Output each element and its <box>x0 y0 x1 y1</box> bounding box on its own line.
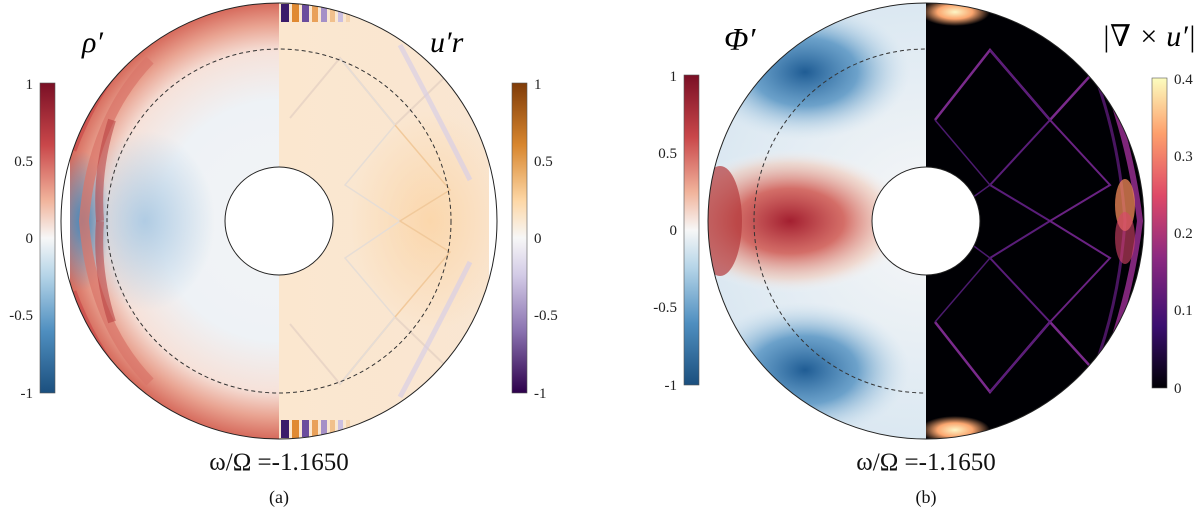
colorbar-tick-label: -0.5 <box>653 300 677 316</box>
colorbar-tick-label: -0.5 <box>9 308 33 324</box>
colorbar-tick-label: 0 <box>670 223 678 239</box>
panel-a-ur-field <box>279 3 489 439</box>
panel-a-rho-field <box>70 3 489 439</box>
colorbar-tick-label: 1 <box>26 77 34 93</box>
colorbar-tick-label: -0.5 <box>534 308 558 324</box>
colorbar-tick-label: -1 <box>534 386 547 402</box>
panel-b-left-colorbar: 1 0.5 0 -0.5 -1 <box>653 69 700 394</box>
panel-b: 1 0.5 0 -0.5 -1 0.4 0.3 0.2 0.1 0 Φ′ |∇ … <box>653 2 1196 508</box>
colorbar-tick-label: 1 <box>534 77 542 93</box>
panel-b-right-title: |∇ × u′| <box>1102 20 1196 53</box>
panel-a-right-title: u′r <box>430 26 464 59</box>
panel-b-caption: (b) <box>916 487 937 508</box>
colorbar-tick-label: 0 <box>26 231 34 247</box>
panel-a-inner-core <box>224 166 334 276</box>
panel-b-outer-boundary <box>707 2 1145 440</box>
panel-a: 1 0.5 0 -0.5 -1 1 0.5 0 -0.5 -1 ρ′ u′r ω… <box>9 2 558 508</box>
panel-a-right-colorbar: 1 0.5 0 -0.5 -1 <box>511 77 558 402</box>
panel-a-bottom-oscillation <box>281 420 350 438</box>
panel-a-caption: (a) <box>269 487 289 508</box>
colorbar-tick-label: -1 <box>665 378 678 394</box>
colorbar-tick-label: 0 <box>1174 381 1182 397</box>
colorbar-tick-label: 0.2 <box>1174 226 1193 242</box>
colorbar-tick-label: 0.5 <box>14 154 33 170</box>
panel-b-right-colorbar: 0.4 0.3 0.2 0.1 0 <box>1151 72 1193 397</box>
colorbar-tick-label: 0.1 <box>1174 303 1193 319</box>
colorbar-tick-label: 0.5 <box>534 154 553 170</box>
colorbar-tick-label: 0.4 <box>1174 72 1193 88</box>
panel-a-frequency-label: ω/Ω =-1.1650 <box>209 449 348 476</box>
panel-b-phi-field <box>708 3 926 439</box>
colorbar-tick-label: -1 <box>21 386 34 402</box>
panel-a-dashed-circle <box>106 48 452 394</box>
colorbar-tick-label: 0.3 <box>1174 149 1193 165</box>
panel-a-top-oscillation <box>281 4 350 22</box>
panel-a-outer-boundary <box>60 2 498 440</box>
panel-b-inner-core <box>871 166 981 276</box>
panel-b-left-title: Φ′ <box>724 21 756 57</box>
panel-b-frequency-label: ω/Ω =-1.1650 <box>856 449 995 476</box>
panel-b-dashed-circle <box>753 48 926 394</box>
panel-a-left-title: ρ′ <box>81 26 103 59</box>
colorbar-tick-label: 0 <box>534 231 542 247</box>
panel-a-left-colorbar: 1 0.5 0 -0.5 -1 <box>9 77 56 402</box>
colorbar-tick-label: 1 <box>670 69 678 85</box>
colorbar-tick-label: 0.5 <box>658 146 677 162</box>
